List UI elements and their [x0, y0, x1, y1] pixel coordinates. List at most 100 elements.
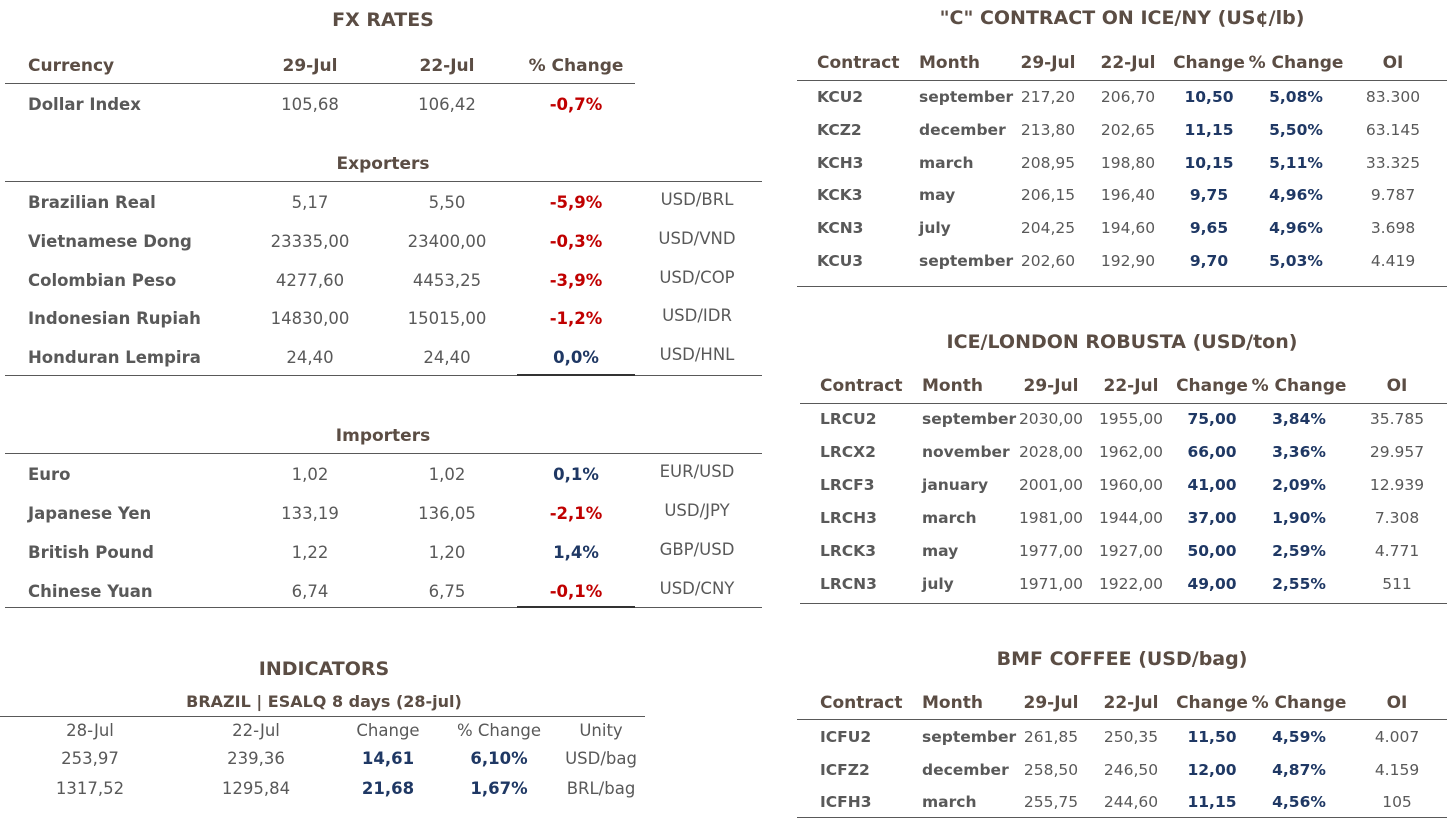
column-header: Change — [356, 721, 420, 740]
cell: 208,95 — [1020, 153, 1076, 172]
cell: january — [922, 475, 989, 494]
column-header: 29-Jul — [1023, 693, 1079, 713]
row-label: Colombian Peso — [28, 270, 177, 290]
cell: 206,70 — [1100, 88, 1156, 106]
cell: -5,9% — [549, 193, 603, 212]
row-label: KCZ2 — [817, 120, 862, 139]
cell: 1960,00 — [1098, 475, 1164, 494]
cell: 4,96% — [1269, 219, 1323, 238]
cell: 258,50 — [1023, 760, 1079, 779]
row-label: ICFZ2 — [820, 760, 870, 779]
cell: 2001,00 — [1018, 475, 1084, 494]
row-label: Brazilian Real — [28, 193, 156, 212]
cell: 33.325 — [1365, 153, 1421, 172]
row-label: ICFH3 — [820, 793, 872, 811]
cell: GBP/USD — [659, 540, 735, 559]
cell: 5,11% — [1269, 153, 1323, 172]
section-title: INDICATORS — [258, 658, 390, 680]
column-header: % Change — [1251, 693, 1347, 713]
row-label: LRCN3 — [820, 574, 877, 593]
column-header: Unity — [579, 721, 623, 740]
cell: 11,50 — [1187, 728, 1237, 746]
section-title: FX RATES — [332, 9, 434, 31]
cell: july — [922, 574, 954, 593]
cell: 6,10% — [470, 749, 528, 768]
cell: 9,65 — [1189, 219, 1229, 238]
cell: 66,00 — [1187, 442, 1237, 461]
row-label: LRCX2 — [820, 442, 876, 461]
cell: 0,0% — [553, 348, 599, 368]
cell: 10,50 — [1184, 88, 1234, 106]
rule — [800, 403, 1447, 404]
column-header: % Change — [456, 721, 542, 740]
cell: 5,08% — [1269, 88, 1323, 106]
cell: may — [919, 186, 956, 205]
rule — [797, 286, 1447, 287]
cell: 133,19 — [281, 504, 339, 523]
column-header: Month — [922, 376, 983, 396]
rule — [5, 375, 762, 376]
cell: 4.159 — [1374, 760, 1420, 779]
cell: december — [922, 760, 1009, 779]
cell: USD/IDR — [662, 306, 732, 326]
cell: USD/CNY — [659, 579, 735, 598]
cell: 2,09% — [1272, 475, 1326, 494]
row-label: Dollar Index — [28, 95, 141, 114]
row-label: Honduran Lempira — [28, 348, 201, 368]
cell: 0,1% — [553, 465, 599, 484]
cell: march — [919, 153, 974, 172]
cell: 192,90 — [1100, 252, 1156, 270]
row-label: KCK3 — [817, 186, 863, 205]
cell: september — [922, 410, 1017, 428]
row-label: LRCF3 — [820, 475, 875, 494]
cell: december — [919, 120, 1006, 139]
cell: 63.145 — [1365, 120, 1421, 139]
row-label: LRCU2 — [820, 410, 877, 428]
cell: 2,59% — [1272, 541, 1326, 560]
cell: 15015,00 — [407, 309, 487, 329]
cell: 24,40 — [286, 348, 334, 368]
cell: 250,35 — [1103, 728, 1159, 746]
cell: 11,15 — [1187, 793, 1237, 811]
cell: march — [922, 508, 977, 527]
cell: 75,00 — [1187, 410, 1237, 428]
cell: 196,40 — [1100, 186, 1156, 205]
cell: 9,70 — [1189, 252, 1229, 270]
cell: -1,2% — [549, 309, 603, 329]
row-label: Chinese Yuan — [28, 582, 153, 601]
cell: 213,80 — [1020, 120, 1076, 139]
cell: EUR/USD — [659, 462, 735, 481]
cell: 6,75 — [428, 582, 466, 601]
column-header: OI — [1382, 53, 1404, 73]
cell: 6,74 — [291, 582, 329, 601]
rule — [517, 374, 635, 376]
column-header: OI — [1386, 693, 1408, 713]
column-header: Contract — [820, 376, 903, 396]
cell: 5,17 — [291, 193, 329, 212]
cell: 1,4% — [553, 543, 599, 562]
cell: 1,20 — [428, 543, 466, 562]
column-header: 22-Jul — [1100, 53, 1156, 73]
rule — [797, 719, 1447, 720]
column-header: Change — [1176, 693, 1248, 713]
cell: 1,22 — [291, 543, 329, 562]
cell: 244,60 — [1103, 793, 1159, 811]
column-header: 22-Jul — [232, 721, 280, 740]
column-header: 22-Jul — [1103, 376, 1159, 396]
group-title: Exporters — [336, 154, 430, 174]
cell: 194,60 — [1100, 219, 1156, 238]
cell: 23400,00 — [407, 231, 487, 251]
cell: july — [919, 219, 951, 238]
cell: 261,85 — [1023, 728, 1079, 746]
row-label: ICFU2 — [820, 728, 872, 746]
column-header: Change — [1176, 376, 1248, 396]
cell: 1962,00 — [1098, 442, 1164, 461]
column-header: % Change — [528, 56, 624, 76]
cell: 4,56% — [1272, 793, 1326, 811]
cell: 37,00 — [1187, 508, 1237, 527]
rule — [797, 80, 1447, 81]
cell: 1927,00 — [1098, 541, 1164, 560]
cell: -3,9% — [549, 270, 603, 290]
cell: 50,00 — [1187, 541, 1237, 560]
column-header: OI — [1386, 376, 1408, 396]
